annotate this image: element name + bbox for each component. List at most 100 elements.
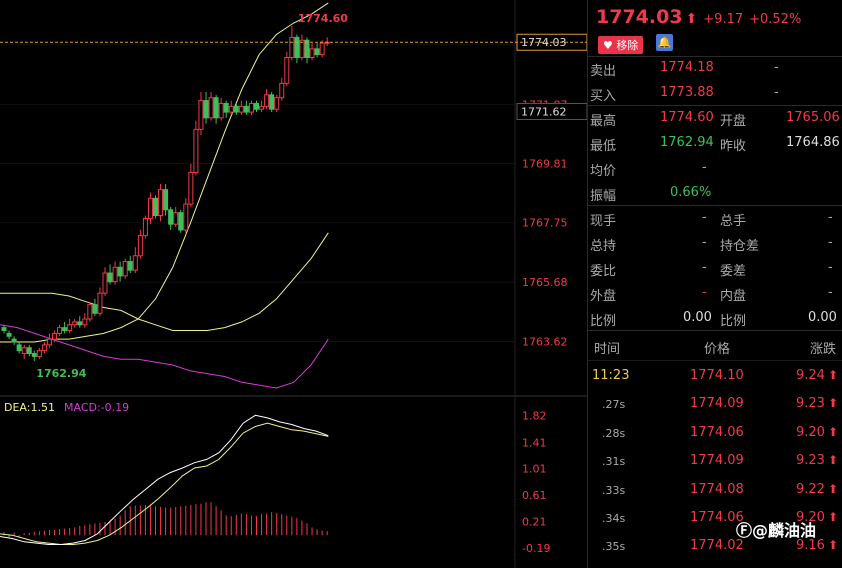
candle [127, 261, 133, 271]
buy-label: 买入 [590, 89, 617, 104]
candle [117, 266, 123, 277]
up-arrow-icon: ⬆ [828, 481, 839, 496]
candle [52, 332, 57, 340]
inner-label: 内盘 [720, 289, 747, 304]
open-value: 1765.06 [786, 110, 840, 125]
candle [41, 344, 47, 352]
candle [36, 350, 42, 357]
candle [158, 189, 164, 217]
hold-diff-value: - [828, 235, 833, 250]
prev-close-value: 1764.86 [786, 135, 840, 150]
macd-line [0, 414, 329, 545]
sell-price: 1774.18 [660, 60, 714, 75]
low-value: 1762.94 [660, 135, 714, 150]
tick-change: 9.23 [796, 396, 825, 412]
action-row: ♥ 移除 🔔 [598, 34, 673, 54]
amplitude-value: 0.66% [670, 185, 712, 200]
up-arrow-icon: ⬆ [828, 453, 839, 468]
macd-tick-label: 0.61 [522, 489, 547, 502]
macd-pane [0, 414, 329, 545]
candle [1, 327, 7, 332]
dea-line [0, 422, 329, 545]
candle [82, 318, 88, 326]
price-tick-label: 1763.62 [522, 335, 568, 348]
candle [269, 94, 275, 110]
tick-change: 9.23 [796, 453, 825, 469]
candle [183, 203, 189, 231]
remove-favorite-button[interactable]: ♥ 移除 [598, 36, 644, 54]
price-tick-label: 1765.68 [522, 276, 568, 289]
tick-time: .35s [602, 540, 626, 554]
candle [147, 197, 153, 219]
up-arrow-icon: ⬆ [828, 510, 839, 524]
ratio-label-2: 比例 [720, 314, 747, 329]
price-grid [0, 44, 515, 342]
hold-value: - [702, 235, 707, 250]
total-label: 总手 [720, 214, 747, 229]
ticks-change-header: 涨跌 [810, 342, 837, 357]
candle [254, 102, 259, 110]
candle [243, 105, 249, 113]
buy-volume: - [774, 85, 779, 100]
candle [92, 304, 98, 314]
prev-close-label: 昨收 [720, 139, 747, 154]
order-diff-value: - [828, 260, 833, 275]
macd-tick-label: 1.41 [522, 436, 547, 449]
candle [289, 36, 295, 58]
tick-row: .34s 1774.06 9.20 ⬆ [588, 504, 842, 532]
price-change: +9.17 [703, 12, 744, 27]
tick-price: 1774.02 [690, 538, 744, 554]
candle [112, 266, 118, 283]
divider [588, 105, 842, 106]
candle [208, 97, 214, 119]
candle [153, 197, 158, 217]
price-chart[interactable]: 1773.941771.871769.811767.751765.681763.… [0, 0, 587, 568]
divider [588, 205, 842, 206]
tick-price: 1774.09 [690, 396, 744, 412]
tick-row: .35s 1774.02 9.16 ⬆ [588, 532, 842, 560]
up-arrow-icon: ⬆ [685, 11, 698, 27]
remove-label: 移除 [616, 39, 639, 52]
upper-band-line [0, 2, 329, 343]
last-price: 1774.03 [596, 6, 683, 28]
candle [198, 100, 204, 130]
hand-label: 现手 [590, 214, 617, 229]
dea-label: DEA:1.51 [4, 401, 55, 414]
candle [284, 56, 290, 84]
candle [228, 105, 234, 113]
high-label: 1774.60 [298, 12, 348, 25]
divider [588, 360, 842, 361]
candle [193, 128, 199, 173]
candle [188, 171, 194, 205]
tick-change: 9.24 [796, 368, 825, 383]
candle [97, 292, 103, 314]
alert-button[interactable]: 🔔 [656, 34, 673, 51]
tick-time: .27s [602, 398, 626, 412]
candle [107, 272, 113, 283]
ticks-time-header: 时间 [594, 342, 621, 357]
candle [67, 324, 73, 332]
candle [72, 321, 78, 326]
total-value: - [828, 210, 833, 225]
candle [57, 327, 63, 334]
high-value: 1774.60 [660, 110, 714, 125]
tick-row: .31s 1774.09 9.23 ⬆ [588, 447, 842, 475]
candle [238, 105, 244, 113]
sell-label: 卖出 [590, 64, 617, 79]
candle [122, 261, 128, 277]
candle [274, 97, 280, 110]
candle [6, 332, 12, 337]
tick-row: 11:23 1774.10 9.24 ⬆ [588, 362, 842, 390]
candle [218, 102, 224, 119]
candle [77, 321, 83, 326]
candle [21, 347, 27, 355]
tick-row: .28s 1774.06 9.20 ⬆ [588, 419, 842, 447]
candle [31, 353, 37, 357]
candle [11, 338, 17, 343]
tick-change: 9.16 [796, 538, 825, 554]
high-label-text: 最高 [590, 114, 617, 129]
hold-label: 总持 [590, 239, 617, 254]
up-arrow-icon: ⬆ [828, 538, 839, 553]
price-change-pct: +0.52% [749, 12, 802, 27]
avg-label: 均价 [590, 164, 617, 179]
